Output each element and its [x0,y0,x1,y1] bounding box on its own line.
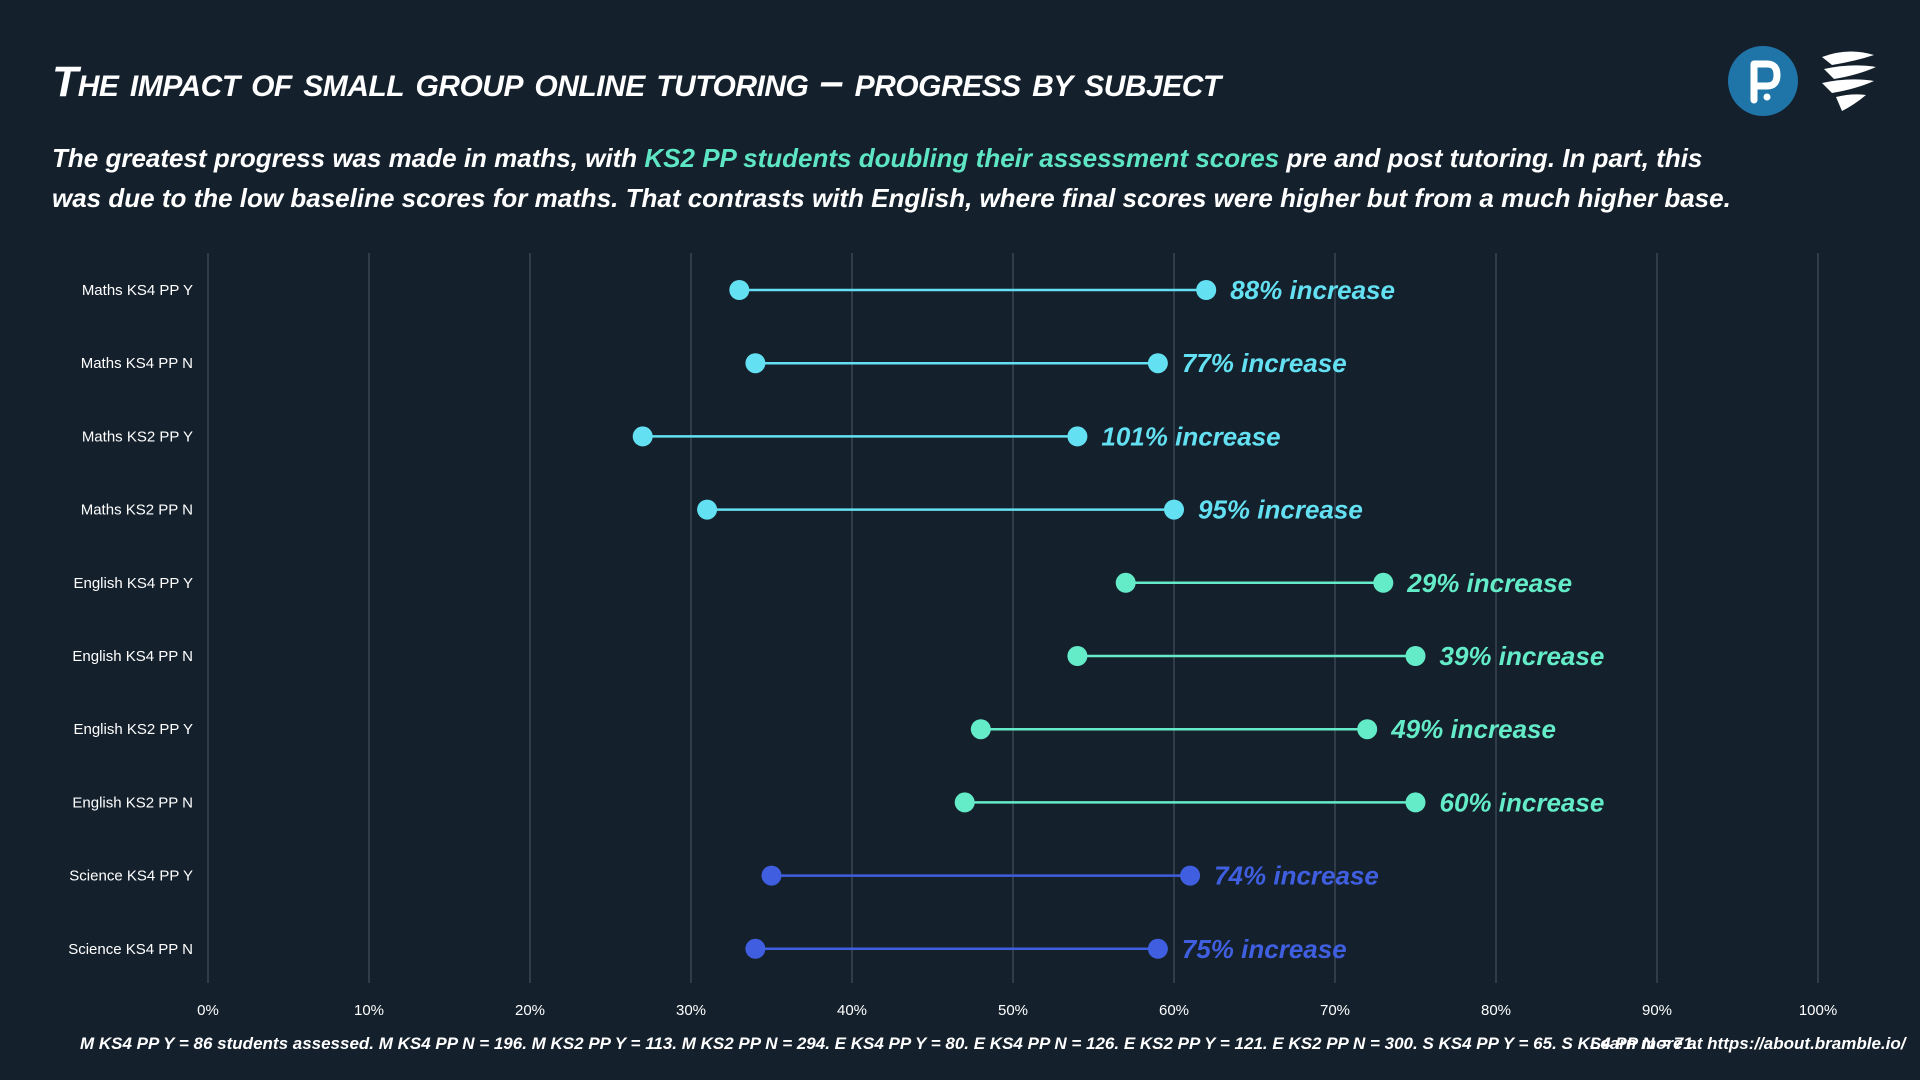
x-tick-label: 80% [1481,1002,1511,1019]
bramble-logo [1812,45,1884,117]
start-point [1067,646,1088,666]
start-point [745,938,766,959]
x-tick-label: 50% [998,1002,1028,1019]
x-tick-label: 60% [1159,1002,1189,1019]
increase-label: 49% increase [1390,714,1556,744]
end-point [1357,719,1378,740]
category-label: Science KS4 PP Y [69,868,193,885]
increase-label: 75% increase [1182,934,1347,964]
category-label: Science KS4 PP N [68,941,193,958]
end-point [1147,938,1168,959]
end-point [1405,792,1426,813]
x-tick-label: 70% [1320,1002,1350,1019]
category-label: English KS2 PP Y [73,721,193,738]
pearson-logo [1727,45,1799,117]
start-point [1115,572,1136,593]
start-point [745,353,766,374]
start-point [632,426,653,447]
category-label: Maths KS2 PP Y [82,428,193,445]
end-point [1405,646,1426,666]
start-point [729,280,750,300]
x-tick-label: 30% [676,1002,706,1019]
subtitle-part-2: pre and post tutoring. In part, this was… [52,143,1731,213]
increase-label: 77% increase [1182,348,1347,378]
increase-label: 88% increase [1230,275,1395,305]
footnote-sample-sizes: M KS4 PP Y = 86 students assessed. M KS4… [80,1034,1698,1053]
start-point [970,719,991,740]
end-point [1180,865,1201,886]
x-tick-label: 10% [354,1002,384,1019]
category-label: English KS4 PP Y [73,575,193,592]
page-title: The impact of small group online tutorin… [52,58,1221,106]
x-tick-label: 20% [515,1002,545,1019]
subtitle-part-1: The greatest progress was made in maths,… [52,143,645,173]
end-point [1196,280,1217,300]
start-point [954,792,975,813]
increase-label: 101% increase [1101,421,1280,451]
start-point [697,499,718,520]
increase-label: 95% increase [1198,495,1363,525]
x-tick-label: 90% [1642,1002,1672,1019]
x-tick-label: 100% [1799,1002,1837,1019]
category-label: English KS4 PP N [72,648,193,665]
category-label: Maths KS4 PP Y [82,282,193,299]
category-label: Maths KS2 PP N [81,502,193,519]
increase-label: 39% increase [1440,641,1605,671]
increase-label: 29% increase [1406,568,1572,598]
bramble-logo-icon [1822,51,1876,111]
page-subtitle: The greatest progress was made in maths,… [52,138,1732,218]
category-label: English KS2 PP N [72,794,193,811]
x-tick-label: 0% [197,1002,219,1019]
end-point [1067,426,1088,447]
end-point [1373,572,1394,593]
end-point [1164,499,1184,520]
learn-more-link[interactable]: Learn more at https://about.bramble.io/ [1590,1034,1906,1053]
start-point [761,865,782,886]
pearson-logo-icon [1728,46,1798,116]
increase-label: 74% increase [1214,861,1379,891]
increase-label: 60% increase [1440,787,1605,817]
subtitle-highlight: KS2 PP students doubling their assessmen… [644,143,1280,173]
x-tick-label: 40% [837,1002,867,1019]
category-label: Maths KS4 PP N [81,355,193,372]
end-point [1147,353,1168,374]
